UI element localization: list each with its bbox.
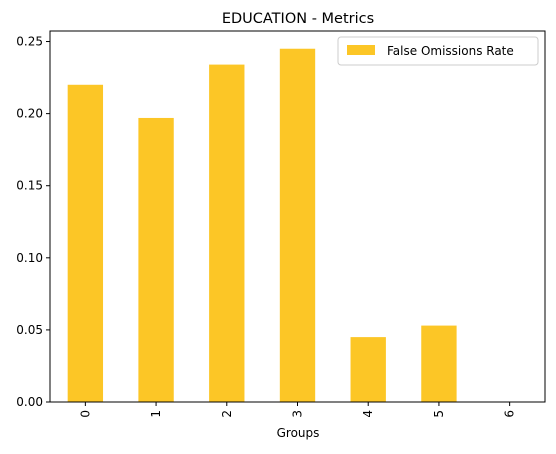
bar-2: [209, 64, 245, 402]
bar-5: [421, 325, 457, 402]
y-tick-label: 0.20: [16, 107, 43, 121]
bar-1: [138, 117, 174, 403]
x-tick-label: 3: [291, 410, 305, 418]
bar-3: [279, 48, 316, 403]
bar-0: [67, 84, 104, 402]
bar-4: [350, 337, 386, 402]
y-tick-label: 0.00: [16, 395, 43, 409]
y-tick-label: 0.15: [16, 179, 43, 193]
y-axis: 0.00 0.05 0.10 0.15 0.20 0.25: [16, 35, 50, 409]
x-tick-label: 5: [432, 410, 446, 418]
x-axis: 0 1 2 3 4 5 6: [78, 402, 517, 418]
legend: False Omissions Rate: [337, 36, 539, 66]
legend-swatch: [347, 45, 375, 55]
bars-layer: [67, 48, 457, 403]
y-tick-label: 0.10: [16, 251, 43, 265]
legend-label: False Omissions Rate: [387, 44, 514, 58]
chart-title: EDUCATION - Metrics: [222, 11, 374, 27]
legend-frame: [337, 36, 539, 66]
x-tick-label: 2: [220, 410, 234, 418]
y-tick-label: 0.25: [16, 35, 43, 49]
x-axis-label: Groups: [277, 426, 320, 440]
x-tick-label: 6: [503, 410, 517, 418]
x-tick-label: 1: [149, 410, 163, 418]
y-tick-label: 0.05: [16, 323, 43, 337]
x-tick-label: 0: [78, 410, 92, 418]
x-tick-label: 4: [361, 410, 375, 418]
